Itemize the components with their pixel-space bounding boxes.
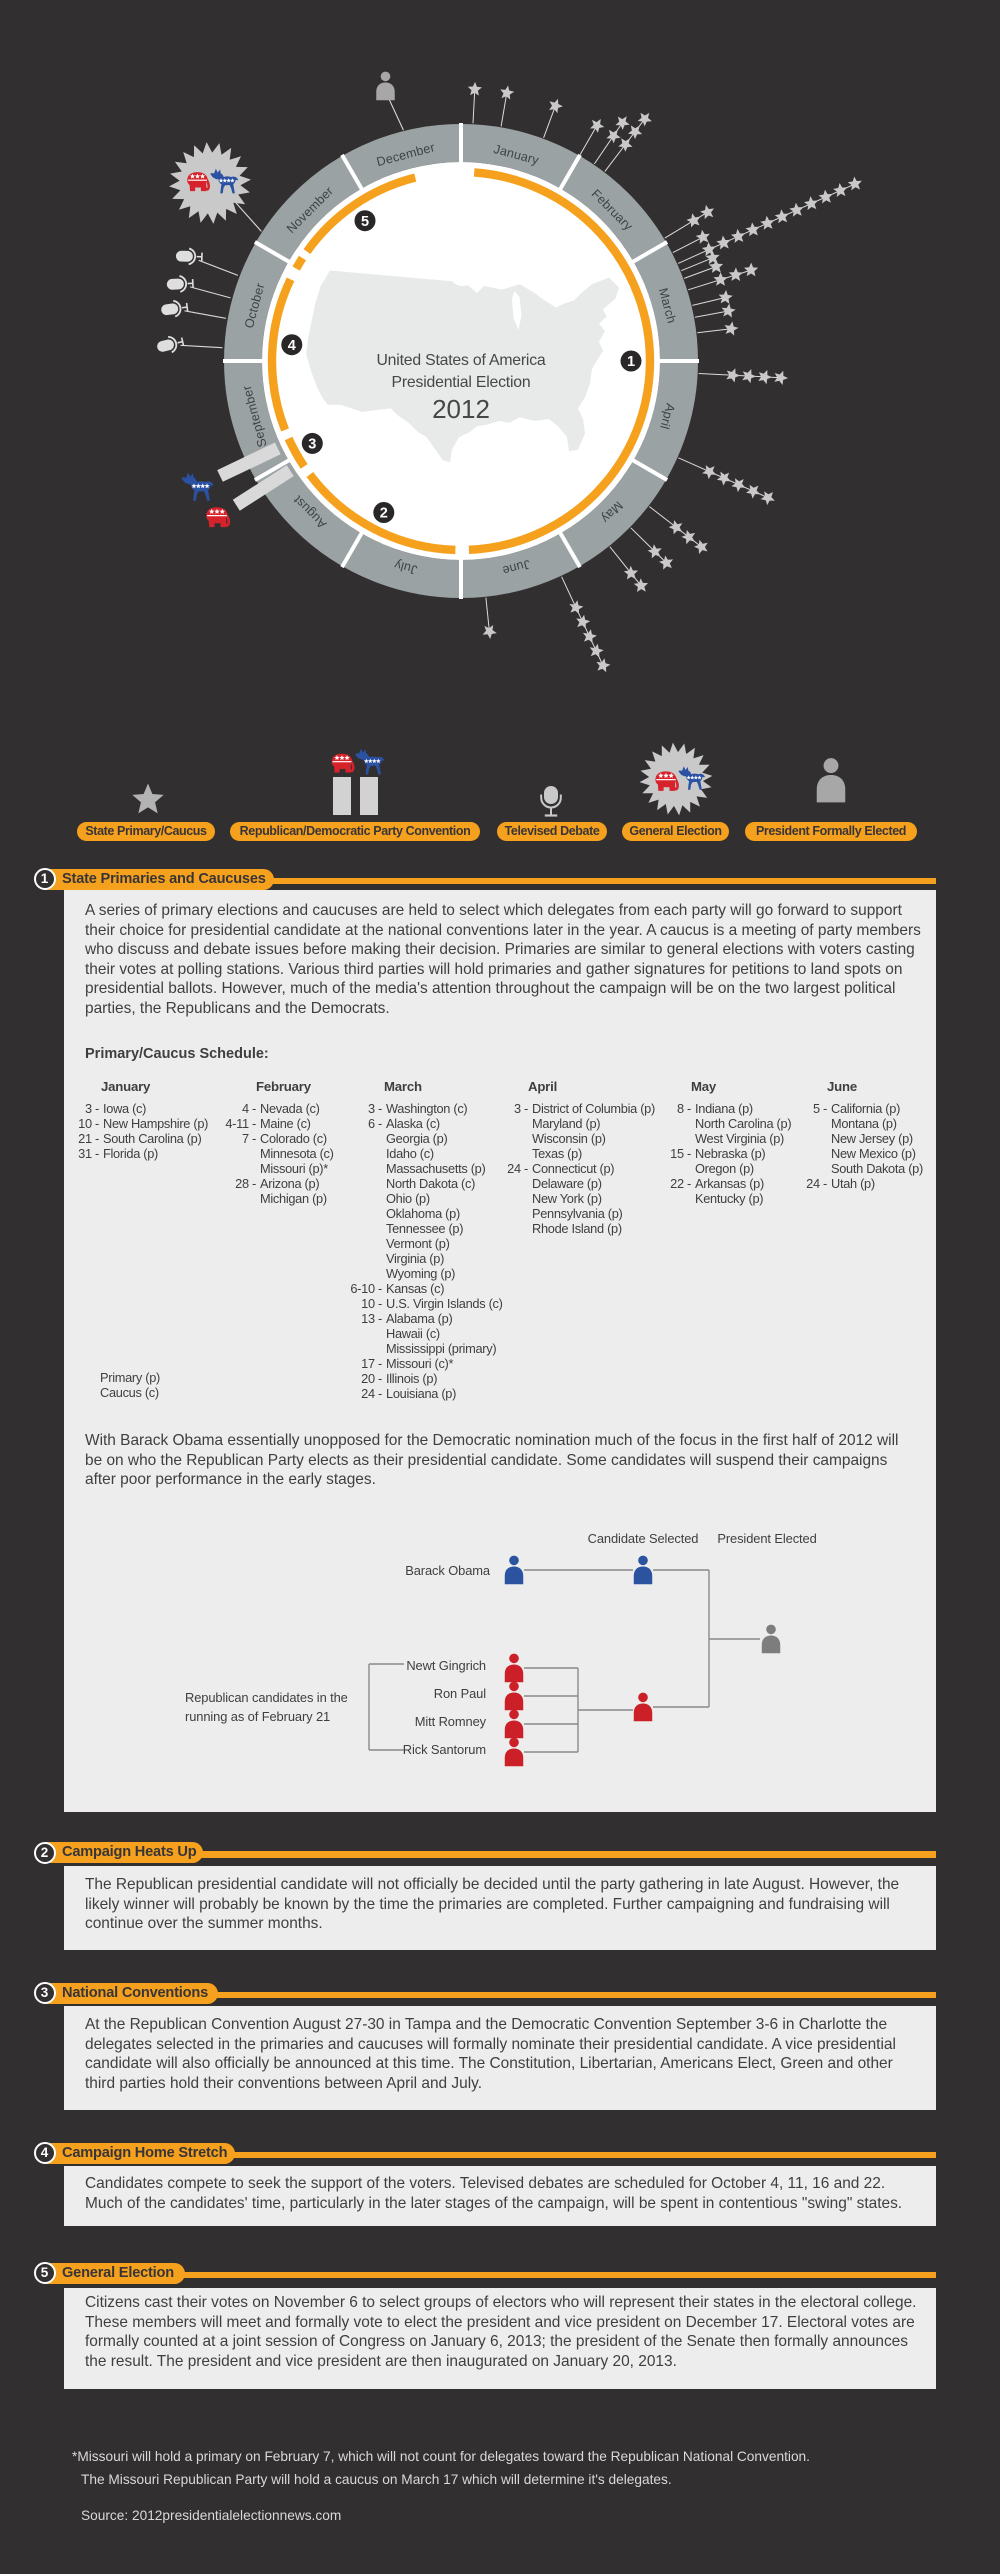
svg-text:5: 5	[361, 214, 369, 230]
svg-text:Candidate Selected: Candidate Selected	[588, 1531, 699, 1546]
svg-text:Republican candidates in the: Republican candidates in the	[185, 1690, 348, 1705]
svg-text:4: 4	[288, 338, 296, 354]
svg-text:1: 1	[627, 354, 635, 370]
svg-text:July: July	[392, 557, 419, 577]
svg-text:Ron Paul: Ron Paul	[434, 1686, 486, 1701]
svg-text:running as of February 21: running as of February 21	[185, 1709, 330, 1724]
svg-text:Newt Gingrich: Newt Gingrich	[406, 1658, 486, 1673]
svg-text:Rick Santorum: Rick Santorum	[403, 1742, 486, 1757]
svg-text:April: April	[657, 402, 677, 431]
svg-text:Mitt Romney: Mitt Romney	[415, 1714, 487, 1729]
svg-text:3: 3	[308, 437, 316, 453]
svg-text:2012: 2012	[432, 394, 490, 424]
svg-text:Presidential Election: Presidential Election	[392, 374, 531, 391]
svg-text:Barack Obama: Barack Obama	[405, 1563, 491, 1578]
svg-text:President Elected: President Elected	[717, 1531, 816, 1546]
svg-text:2: 2	[380, 506, 388, 522]
svg-text:United States of America: United States of America	[376, 352, 545, 369]
